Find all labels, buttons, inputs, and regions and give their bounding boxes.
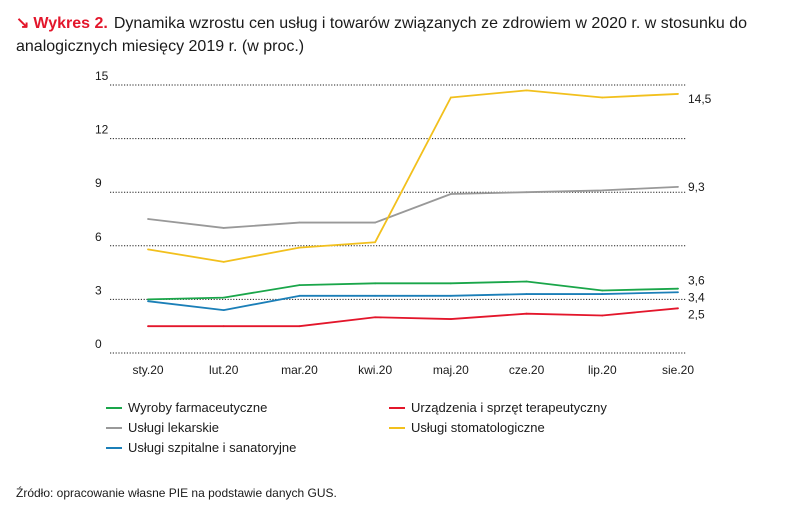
data-point (147, 218, 149, 220)
legend-swatch (106, 446, 122, 449)
data-point (601, 314, 604, 317)
legend-swatch (106, 406, 122, 409)
data-point (374, 241, 377, 244)
y-tick-label: 0 (95, 337, 102, 351)
y-tick-label: 15 (95, 69, 109, 83)
data-point (374, 294, 377, 297)
data-point (677, 307, 679, 310)
data-point (298, 294, 301, 297)
legend-label: Usługi szpitalne i sanatoryjne (128, 440, 297, 455)
x-tick-label: sie.20 (662, 363, 694, 377)
data-point (601, 289, 604, 292)
data-point (298, 284, 301, 287)
data-point (601, 189, 604, 192)
series-line (147, 280, 679, 301)
end-data-label: 14,5 (688, 92, 712, 106)
data-point (525, 280, 528, 283)
x-tick-label: kwi.20 (358, 363, 392, 377)
data-point (374, 316, 377, 319)
legend-item: Urządzenia i sprzęt terapeutyczny (389, 400, 607, 415)
data-point (677, 93, 679, 95)
chart-title: Dynamika wzrostu cen usług i towarów zwi… (16, 15, 747, 55)
data-point (525, 293, 528, 295)
legend-label: Wyroby farmaceutyczne (128, 400, 268, 415)
legend-label: Usługi stomatologiczne (411, 420, 545, 435)
data-point (525, 312, 528, 315)
data-point (525, 89, 528, 92)
series-line (147, 291, 679, 312)
data-point (147, 298, 149, 301)
data-point (147, 300, 149, 303)
line-chart: 0 3 6 9 12 15 sty.20 lut.20 mar.20 kwi.20 maj.20 cz… (95, 69, 712, 377)
data-point (147, 248, 149, 251)
y-tick-label: 6 (95, 230, 102, 244)
series-line (148, 307, 679, 328)
arrow-icon: ↘ (16, 15, 30, 32)
series-line (147, 185, 679, 229)
figure-number: Wykres 2. (33, 15, 108, 32)
data-point (147, 325, 149, 328)
y-tick-label: 3 (95, 283, 102, 297)
legend-swatch (389, 426, 405, 429)
x-tick-label: cze.20 (509, 363, 545, 377)
data-point (222, 227, 225, 229)
data-point (677, 291, 679, 294)
x-tick-label: maj.20 (433, 363, 469, 377)
legend-item: Usługi szpitalne i sanatoryjne (106, 440, 296, 455)
legend-swatch (389, 406, 405, 409)
x-tick-label: lip.20 (588, 363, 617, 377)
data-point (222, 296, 225, 299)
chart-header: ↘ Wykres 2. Dynamika wzrostu cen usług i t… (16, 12, 786, 58)
data-point (449, 318, 452, 320)
end-data-label: 2,5 (688, 307, 705, 321)
data-point (525, 191, 528, 194)
series-line (147, 89, 679, 263)
data-point (601, 293, 604, 295)
legend-item: Usługi stomatologiczne (389, 420, 545, 435)
y-tick-label: 9 (95, 176, 102, 190)
data-point (298, 325, 301, 328)
data-point (374, 221, 377, 224)
x-tick-label: lut.20 (209, 363, 239, 377)
data-point (222, 325, 225, 328)
data-point (298, 221, 301, 224)
data-point (449, 282, 452, 285)
legend-item: Usługi lekarskie (106, 420, 219, 435)
data-point (222, 260, 225, 263)
data-point (449, 294, 452, 297)
end-data-label: 3,6 (688, 274, 705, 288)
data-point (374, 282, 377, 285)
data-point (298, 246, 301, 249)
data-point (222, 309, 225, 312)
x-tick-label: mar.20 (281, 363, 318, 377)
legend-item: Wyroby farmaceutyczne (106, 400, 267, 415)
y-tick-label: 12 (95, 123, 109, 137)
data-point (677, 185, 679, 188)
data-point (449, 96, 452, 99)
x-tick-label: sty.20 (132, 363, 163, 377)
data-point (449, 193, 452, 195)
legend-label: Usługi lekarskie (128, 420, 220, 435)
data-point (677, 287, 679, 290)
legend-swatch (106, 426, 122, 429)
data-point (601, 96, 604, 99)
end-data-label: 9,3 (688, 180, 705, 194)
legend-label: Urządzenia i sprzęt terapeutyczny (411, 400, 607, 415)
source-note: Źródło: opracowanie własne PIE na podsta… (16, 486, 337, 500)
end-data-label: 3,4 (688, 290, 705, 304)
